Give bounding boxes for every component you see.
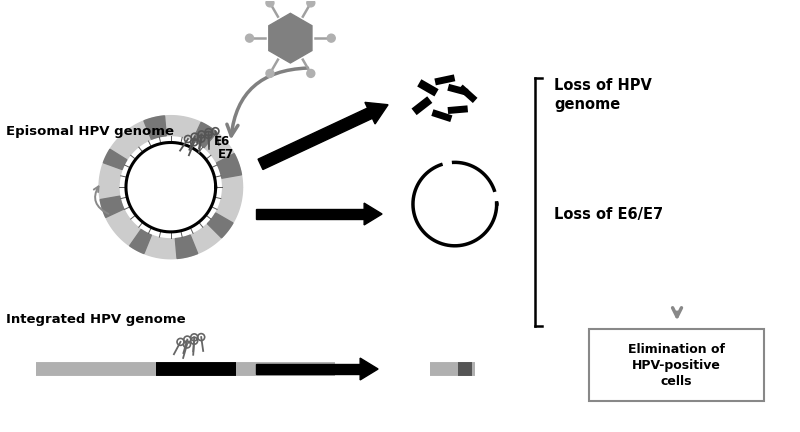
Polygon shape [258,108,373,169]
Polygon shape [269,13,312,63]
Polygon shape [255,364,360,374]
Text: E7: E7 [218,147,234,161]
Polygon shape [493,192,499,200]
Polygon shape [100,196,124,217]
Polygon shape [144,116,166,139]
Polygon shape [217,154,242,178]
Polygon shape [207,213,233,238]
Polygon shape [103,149,127,169]
Polygon shape [193,122,217,148]
Polygon shape [255,209,364,219]
FancyBboxPatch shape [590,329,764,401]
Polygon shape [175,235,198,258]
Circle shape [307,70,314,77]
Circle shape [307,0,314,7]
Circle shape [246,34,254,42]
Circle shape [266,70,274,77]
Polygon shape [99,116,242,259]
Polygon shape [360,358,378,380]
Circle shape [266,0,274,7]
Polygon shape [365,102,388,124]
Polygon shape [130,229,151,254]
Polygon shape [442,160,451,166]
Text: Loss of E6/E7: Loss of E6/E7 [554,206,663,222]
Text: E6: E6 [214,135,230,148]
Text: Episomal HPV genome: Episomal HPV genome [6,124,174,137]
Text: Loss of HPV
genome: Loss of HPV genome [554,78,652,111]
Text: Integrated HPV genome: Integrated HPV genome [6,313,186,326]
Circle shape [327,34,335,42]
Text: Elimination of
HPV-positive
cells: Elimination of HPV-positive cells [628,343,725,388]
Polygon shape [364,203,382,225]
